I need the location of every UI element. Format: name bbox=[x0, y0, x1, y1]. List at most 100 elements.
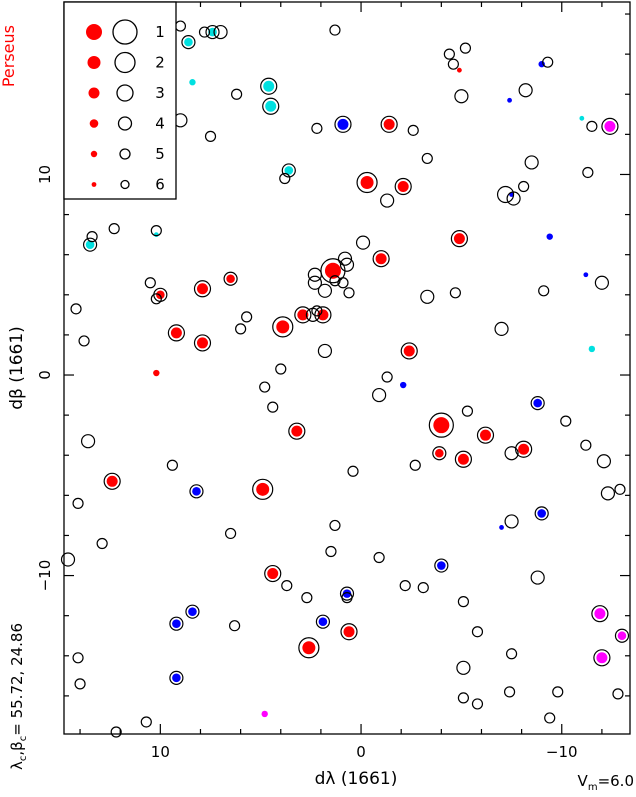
star-point bbox=[454, 89, 469, 104]
star-ring bbox=[213, 24, 228, 40]
star-ring bbox=[78, 335, 90, 347]
star-point bbox=[449, 287, 461, 299]
star-ring bbox=[372, 387, 387, 403]
star-ring bbox=[428, 412, 454, 438]
star-marker-red bbox=[453, 233, 465, 245]
star-point bbox=[399, 579, 411, 592]
star-ring bbox=[205, 24, 220, 40]
star-ring bbox=[471, 626, 484, 638]
star-marker-cyan bbox=[184, 37, 193, 47]
star-point bbox=[329, 24, 341, 36]
star-ring bbox=[252, 478, 274, 500]
star-ring bbox=[337, 277, 349, 289]
star-marker-red bbox=[196, 283, 208, 295]
star-ring bbox=[193, 334, 212, 352]
star-point bbox=[373, 551, 385, 564]
star-ring bbox=[612, 688, 624, 700]
star-ring bbox=[593, 649, 611, 667]
star-point bbox=[515, 440, 533, 458]
star-ring bbox=[409, 459, 421, 471]
star-ring bbox=[340, 623, 358, 641]
star-point bbox=[372, 387, 387, 403]
star-point bbox=[86, 231, 98, 243]
star-point bbox=[530, 570, 545, 585]
star-point bbox=[235, 323, 247, 335]
star-marker-red bbox=[397, 181, 409, 193]
star-ring bbox=[447, 58, 459, 70]
star-ring bbox=[434, 558, 449, 573]
star-point bbox=[583, 272, 589, 278]
star-ring bbox=[421, 152, 433, 165]
legend-open-marker bbox=[120, 179, 130, 190]
star-point bbox=[169, 670, 184, 685]
star-marker-red bbox=[324, 262, 341, 279]
star-marker-red bbox=[403, 345, 415, 357]
star-point bbox=[381, 371, 393, 383]
star-point bbox=[538, 285, 550, 297]
star-ring bbox=[443, 48, 455, 60]
star-point bbox=[476, 426, 495, 444]
star-point bbox=[586, 120, 598, 132]
star-marker-cyan bbox=[588, 345, 596, 353]
star-ring bbox=[596, 454, 612, 469]
chart-title: Perseus bbox=[0, 25, 18, 87]
star-ring bbox=[373, 551, 385, 564]
star-ring bbox=[174, 20, 187, 32]
star-marker-red bbox=[170, 327, 182, 339]
star-ring bbox=[542, 56, 554, 68]
star-marker-red bbox=[156, 290, 165, 300]
star-marker-red bbox=[196, 337, 208, 349]
vm-value: =6.0 bbox=[598, 772, 634, 790]
star-ring bbox=[166, 459, 178, 471]
star-ring bbox=[544, 712, 556, 724]
star-marker-blue bbox=[538, 60, 545, 68]
star-point bbox=[153, 287, 168, 302]
star-ring bbox=[494, 321, 509, 336]
star-point bbox=[339, 257, 355, 272]
star-ring bbox=[204, 130, 217, 142]
star-ring bbox=[311, 305, 323, 317]
star-marker-blue bbox=[318, 617, 328, 626]
star-ring bbox=[372, 250, 390, 268]
star-point bbox=[315, 614, 331, 629]
star-point bbox=[614, 483, 626, 495]
star-ring bbox=[264, 564, 282, 583]
star-ring bbox=[530, 570, 545, 585]
star-marker-red bbox=[479, 429, 491, 441]
star-point bbox=[314, 306, 332, 324]
star-ring bbox=[400, 342, 418, 360]
star-point bbox=[72, 652, 84, 664]
legend-filled-marker bbox=[91, 182, 97, 187]
star-point bbox=[582, 166, 594, 179]
star-point bbox=[334, 115, 352, 133]
y-axis-label: dβ (1661) bbox=[7, 326, 27, 410]
star-point bbox=[534, 506, 549, 521]
star-ring bbox=[231, 88, 243, 100]
star-point bbox=[496, 185, 515, 204]
star-point bbox=[169, 616, 184, 631]
star-marker-red bbox=[153, 369, 160, 377]
star-point bbox=[96, 537, 108, 550]
legend-label: 1 bbox=[155, 23, 165, 41]
star-marker-blue bbox=[172, 673, 181, 683]
star-marker-blue bbox=[533, 398, 542, 408]
star-point bbox=[407, 124, 419, 136]
star-marker-red bbox=[317, 309, 329, 321]
legend-label: 5 bbox=[155, 145, 165, 163]
star-marker-cyan bbox=[85, 240, 95, 249]
star-ring bbox=[325, 545, 337, 558]
star-marker-red bbox=[383, 118, 395, 130]
comma: , bbox=[8, 751, 26, 756]
star-marker-blue bbox=[507, 97, 512, 103]
star-marker-red bbox=[518, 443, 530, 455]
star-ring bbox=[181, 35, 196, 50]
star-point bbox=[272, 316, 294, 338]
star-point bbox=[399, 381, 407, 389]
star-point bbox=[560, 415, 572, 427]
star-ring bbox=[407, 124, 419, 136]
star-ring bbox=[223, 271, 238, 286]
star-ring bbox=[80, 434, 96, 449]
star-point bbox=[82, 237, 98, 252]
star-ring bbox=[307, 267, 322, 282]
star-ring bbox=[380, 115, 398, 133]
